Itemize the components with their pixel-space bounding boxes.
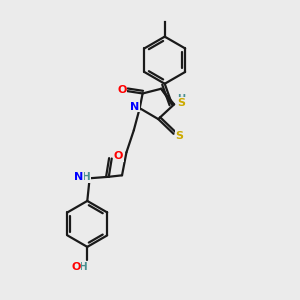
Text: N: N [74, 172, 83, 182]
Text: H: H [82, 172, 91, 182]
Text: S: S [178, 98, 185, 108]
Text: O: O [71, 262, 81, 272]
Text: N: N [130, 102, 139, 112]
Text: O: O [113, 151, 123, 161]
Text: H: H [177, 94, 185, 104]
Text: O: O [117, 85, 127, 94]
Text: H: H [80, 262, 88, 272]
Text: S: S [176, 131, 183, 141]
